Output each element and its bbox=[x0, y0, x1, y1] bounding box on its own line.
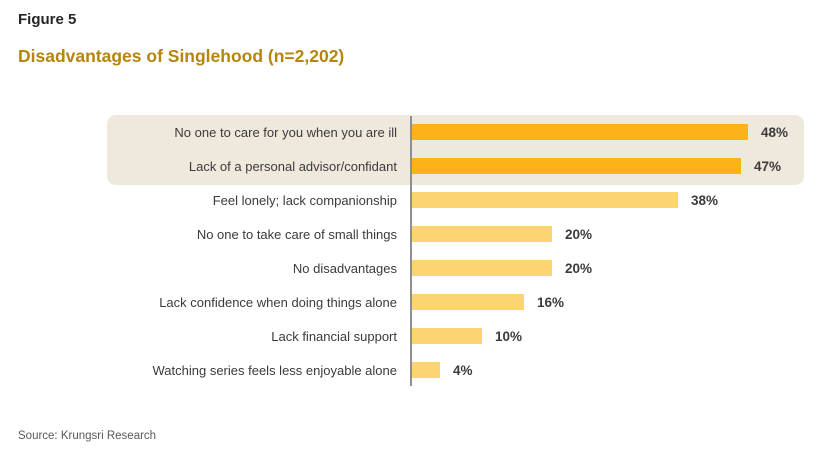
category-label: Feel lonely; lack companionship bbox=[212, 192, 397, 208]
bar bbox=[412, 294, 524, 310]
category-label: No disadvantages bbox=[292, 260, 397, 276]
bar bbox=[412, 158, 741, 174]
bar-row: Feel lonely; lack companionship 38% bbox=[0, 183, 840, 217]
bar-row: No one to take care of small things 20% bbox=[0, 217, 840, 251]
figure-label: Figure 5 bbox=[18, 11, 77, 28]
bar-row: Lack financial support 10% bbox=[0, 319, 840, 353]
category-label: Lack financial support bbox=[271, 328, 397, 344]
value-label: 48% bbox=[761, 124, 789, 140]
bar bbox=[412, 226, 552, 242]
value-label: 10% bbox=[495, 328, 523, 344]
bar bbox=[412, 124, 748, 140]
bar bbox=[412, 260, 552, 276]
value-label: 38% bbox=[691, 192, 719, 208]
bar-row: Lack confidence when doing things alone 1… bbox=[0, 285, 840, 319]
bar-row: Lack of a personal advisor/confidant 47% bbox=[0, 149, 840, 183]
bar-row: Watching series feels less enjoyable alo… bbox=[0, 353, 840, 387]
value-label: 20% bbox=[565, 226, 593, 242]
category-label: Lack confidence when doing things alone bbox=[159, 294, 397, 310]
page-title: Disadvantages of Singlehood (n=2,202) bbox=[18, 46, 345, 66]
bar-rows: No one to care for you when you are ill 4… bbox=[0, 115, 840, 387]
bar bbox=[412, 192, 678, 208]
value-label: 4% bbox=[453, 362, 473, 378]
value-label: 20% bbox=[565, 260, 593, 276]
bar-chart: No one to care for you when you are ill 4… bbox=[0, 115, 840, 387]
bar-row: No disadvantages 20% bbox=[0, 251, 840, 285]
bar bbox=[412, 328, 482, 344]
category-label: Lack of a personal advisor/confidant bbox=[188, 158, 397, 174]
category-label: No one to care for you when you are ill bbox=[174, 124, 397, 140]
category-label: Watching series feels less enjoyable alo… bbox=[152, 362, 398, 378]
bar-row: No one to care for you when you are ill 4… bbox=[0, 115, 840, 149]
y-axis-line bbox=[410, 116, 412, 386]
value-label: 16% bbox=[537, 294, 565, 310]
category-label: No one to take care of small things bbox=[196, 226, 397, 242]
source-note: Source: Krungsri Research bbox=[18, 430, 157, 442]
value-label: 47% bbox=[754, 158, 782, 174]
bar bbox=[412, 362, 440, 378]
